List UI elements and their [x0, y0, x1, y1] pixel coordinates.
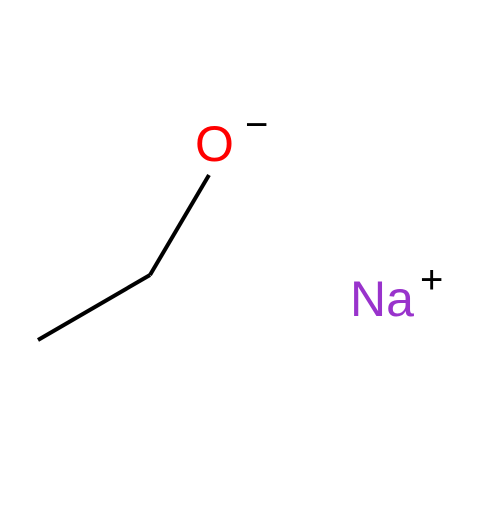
bond-o-c [150, 175, 209, 275]
chemical-structure-diagram: O − Na + [0, 0, 503, 503]
bond-c-c [38, 275, 150, 340]
structure-svg [0, 0, 503, 503]
sodium-atom: Na [350, 270, 414, 328]
oxygen-charge: − [245, 103, 268, 148]
sodium-charge: + [420, 258, 443, 303]
oxygen-atom: O [195, 115, 234, 173]
